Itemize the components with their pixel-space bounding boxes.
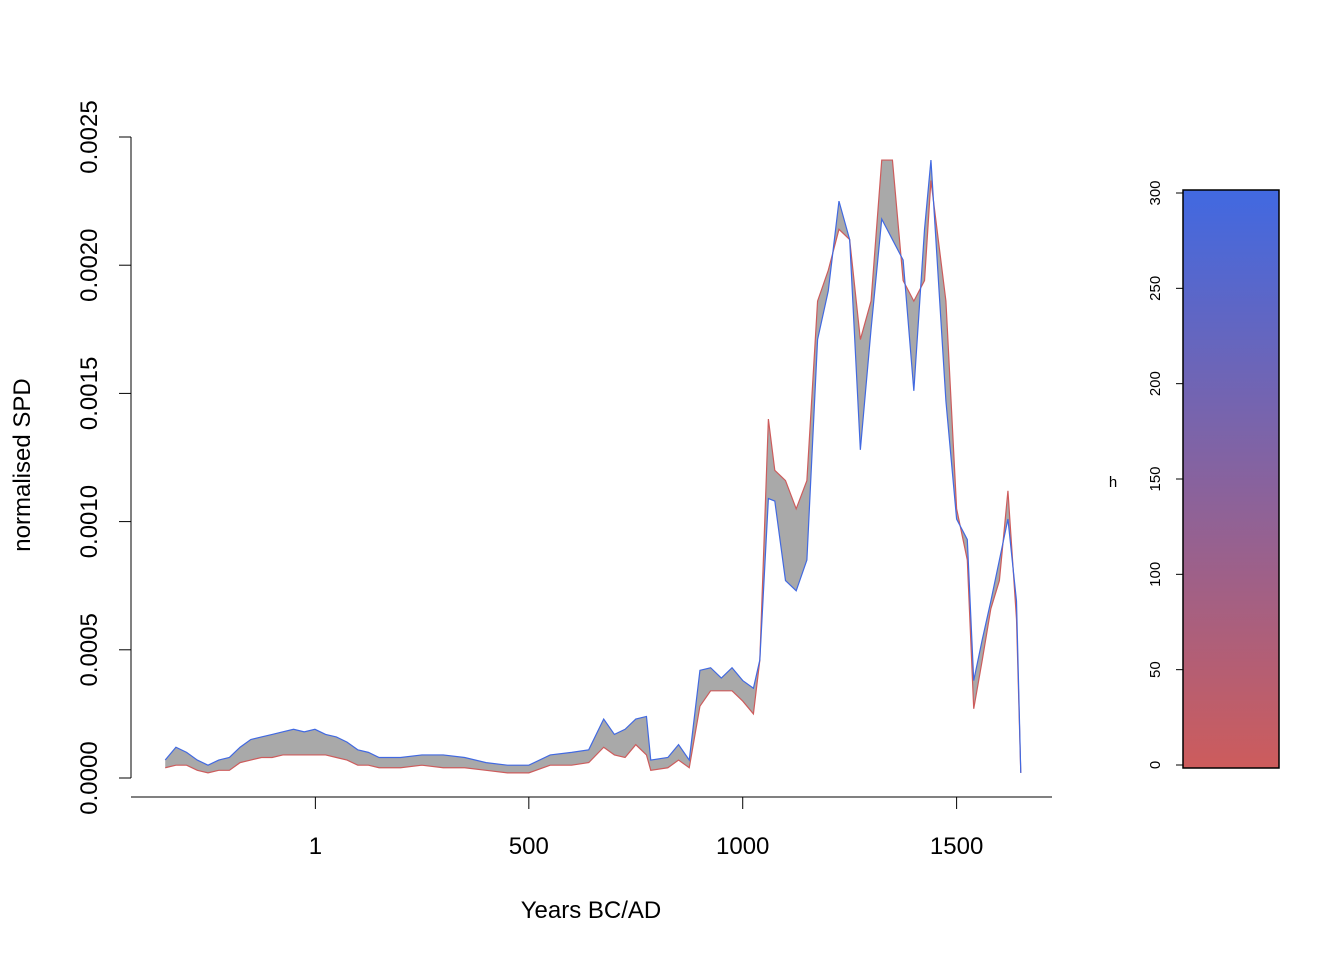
x-axis-label: Years BC/AD bbox=[521, 897, 662, 924]
y-tick-label: 0.0010 bbox=[76, 485, 103, 558]
band bbox=[165, 160, 1021, 773]
colorbar-tick-label: 200 bbox=[1147, 371, 1164, 396]
y-axis-label: normalised SPD bbox=[9, 378, 36, 551]
y-tick-label: 0.0015 bbox=[76, 357, 103, 430]
x-tick-label: 1500 bbox=[930, 833, 983, 860]
colorbar-label: h bbox=[1109, 474, 1117, 491]
x-tick-label: 500 bbox=[509, 833, 549, 860]
y-tick-label: 0.0025 bbox=[76, 100, 103, 173]
series-line bbox=[164, 160, 1022, 773]
series-line bbox=[165, 159, 1022, 774]
colorbar-tick-label: 100 bbox=[1147, 562, 1164, 587]
colorbar-tick-label: 250 bbox=[1147, 276, 1164, 301]
y-tick-label: 0.0005 bbox=[76, 613, 103, 686]
colorbar-tick-label: 300 bbox=[1147, 180, 1164, 205]
y-tick-label: 0.0000 bbox=[76, 741, 103, 814]
colorbar-tick-label: 0 bbox=[1147, 761, 1164, 769]
colorbar bbox=[1182, 189, 1280, 769]
colorbar-tick-label: 50 bbox=[1147, 661, 1164, 678]
colorbar-tick-label: 150 bbox=[1147, 466, 1164, 491]
y-tick-label: 0.0020 bbox=[76, 228, 103, 301]
x-tick-label: 1 bbox=[309, 833, 322, 860]
x-tick-label: 1000 bbox=[716, 833, 769, 860]
